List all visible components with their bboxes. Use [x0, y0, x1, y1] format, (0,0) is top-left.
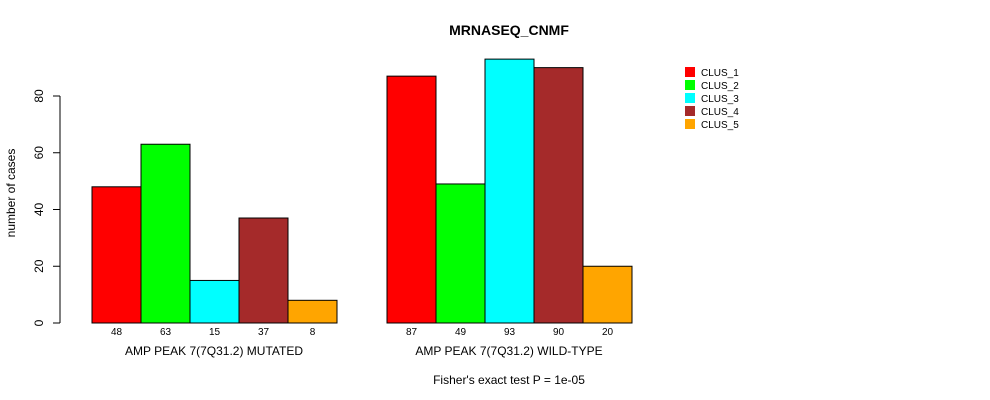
bar-clus-1-group-2 [386, 75, 437, 324]
y-tick-label: 40 [32, 203, 46, 217]
bar-value-label: 48 [111, 327, 123, 338]
y-tick-label: 60 [32, 146, 46, 160]
bar-value-label: 93 [504, 327, 516, 338]
bar-clus-3-group-1 [189, 279, 240, 324]
y-tick-label: 0 [32, 319, 46, 326]
bar-value-label: 15 [209, 327, 221, 338]
y-tick-label: 80 [32, 89, 46, 103]
legend-swatch [685, 93, 695, 103]
fisher-test-footnote: Fisher's exact test P = 1e-05 [433, 373, 585, 387]
legend-swatch [685, 106, 695, 116]
y-axis-label: number of cases [4, 149, 18, 238]
bar-clus-5-group-1 [287, 299, 338, 324]
y-tick-label: 20 [32, 259, 46, 273]
bar-clus-4-group-2 [533, 67, 584, 324]
bar-value-label: 37 [258, 327, 270, 338]
bar-clus-4-group-1 [238, 217, 289, 324]
legend: CLUS_1 CLUS_2 CLUS_3 CLUS_4 CLUS_5 [685, 67, 739, 131]
bar-clus-5-group-2 [582, 265, 633, 324]
bar-clus-2-group-1 [140, 143, 191, 324]
y-axis: 0 20 40 60 80 [32, 89, 61, 326]
bar-clus-1-group-1 [91, 186, 142, 324]
bar-clus-3-group-2 [484, 58, 535, 324]
legend-swatch [685, 119, 695, 129]
bar-value-label: 8 [310, 327, 316, 338]
legend-swatch [685, 67, 695, 77]
legend-swatch [685, 80, 695, 90]
bar-value-label: 20 [602, 327, 614, 338]
legend-label: CLUS_1 [701, 68, 739, 79]
bar-value-labels: 48 63 15 37 8 87 49 93 90 20 [111, 327, 614, 338]
bar-value-label: 87 [406, 327, 418, 338]
chart-title: MRNASEQ_CNMF [449, 22, 569, 38]
group-label-mutated: AMP PEAK 7(7Q31.2) MUTATED [125, 344, 303, 358]
bar-value-label: 63 [160, 327, 172, 338]
legend-label: CLUS_2 [701, 81, 739, 92]
legend-label: CLUS_4 [701, 107, 739, 118]
bar-series [91, 58, 633, 324]
legend-label: CLUS_5 [701, 120, 739, 131]
bar-clus-2-group-2 [435, 183, 486, 324]
group-label-wild-type: AMP PEAK 7(7Q31.2) WILD-TYPE [415, 344, 602, 358]
legend-label: CLUS_3 [701, 94, 739, 105]
bar-value-label: 49 [455, 327, 467, 338]
bar-value-label: 90 [553, 327, 565, 338]
